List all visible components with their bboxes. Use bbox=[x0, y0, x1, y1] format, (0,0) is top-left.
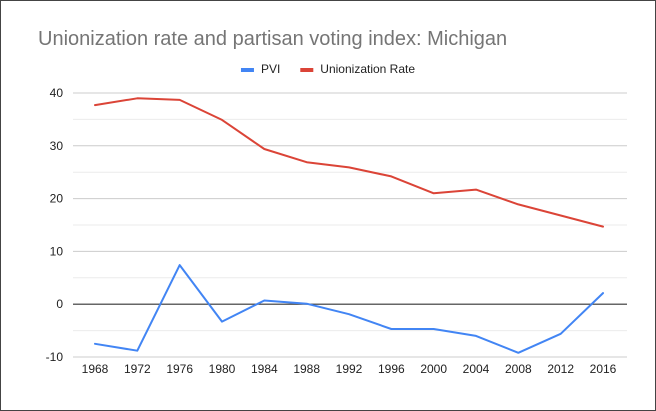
x-tick-label: 1984 bbox=[251, 362, 278, 376]
series-line-unionization-rate bbox=[94, 97, 604, 228]
y-tick-label: 10 bbox=[50, 244, 64, 258]
x-axis-ticks: 1968 1972 1976 1980 1984 1988 1992 1996 2000 2004… bbox=[82, 362, 617, 376]
y-tick-label: 20 bbox=[50, 192, 64, 206]
x-tick-label: 1980 bbox=[209, 362, 236, 376]
x-tick-label: 2004 bbox=[463, 362, 490, 376]
legend-swatch bbox=[300, 68, 314, 72]
legend-label: PVI bbox=[261, 62, 280, 76]
y-tick-label: 40 bbox=[50, 86, 64, 100]
x-tick-label: 2008 bbox=[505, 362, 532, 376]
y-tick-label: 0 bbox=[56, 297, 63, 311]
y-tick-label: -10 bbox=[46, 350, 64, 364]
x-tick-label: 1996 bbox=[378, 362, 405, 376]
x-tick-label: 1972 bbox=[124, 362, 151, 376]
x-tick-label: 1976 bbox=[166, 362, 193, 376]
y-tick-label: 30 bbox=[50, 139, 64, 153]
x-tick-label: 2016 bbox=[590, 362, 617, 376]
legend: PVI Unionization Rate bbox=[240, 62, 415, 76]
gridlines bbox=[73, 92, 627, 358]
x-tick-label: 1968 bbox=[82, 362, 109, 376]
x-tick-label: 2012 bbox=[547, 362, 574, 376]
x-tick-label: 1988 bbox=[293, 362, 320, 376]
x-tick-label: 2000 bbox=[420, 362, 447, 376]
legend-label: Unionization Rate bbox=[320, 62, 415, 76]
series-lines bbox=[94, 97, 604, 354]
x-tick-label: 1992 bbox=[336, 362, 363, 376]
y-axis-ticks: -10 0 10 20 30 40 bbox=[46, 86, 64, 364]
series-line-pvi bbox=[94, 264, 604, 354]
legend-swatch bbox=[240, 68, 254, 72]
chart-title: Unionization rate and partisan voting in… bbox=[38, 28, 507, 50]
